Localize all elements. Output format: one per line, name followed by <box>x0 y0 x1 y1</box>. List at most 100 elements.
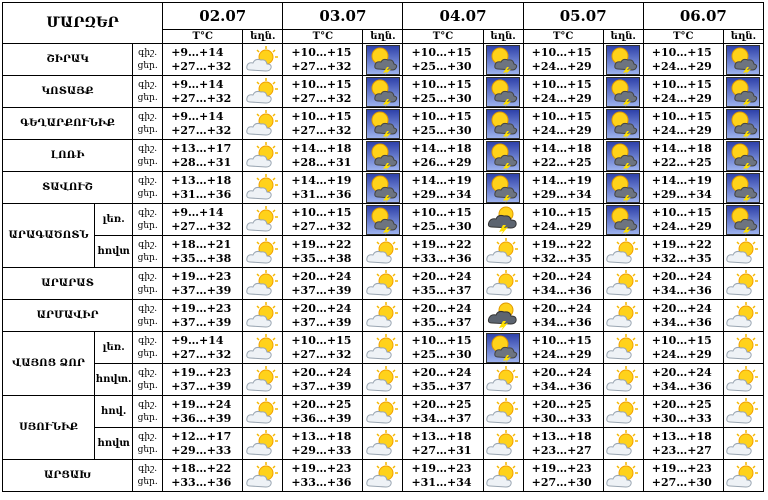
weather-cell <box>722 43 765 76</box>
icon-part <box>614 154 638 167</box>
icon-part <box>726 44 761 75</box>
icon-part <box>272 80 276 85</box>
data-row: ՍՅՈՒՆԻՔ հով. գիշ. ցեր. +19…+24 +36…+39 +20…+25… <box>1 395 765 460</box>
temperature-cell: +18…+22 +33…+36 <box>162 459 244 492</box>
icon-part <box>486 108 521 139</box>
icon-part <box>486 332 521 363</box>
weather-cell <box>722 363 765 396</box>
icon-part <box>736 397 759 410</box>
icon-part <box>616 240 620 245</box>
night-temp: +10…+15 <box>651 205 712 219</box>
period-labels: գիշ. ցեր. <box>132 43 164 76</box>
icon-part <box>392 304 396 309</box>
temperature-cell: +20…+25 +34…+37 <box>402 395 484 428</box>
day-temp: +35…+38 <box>171 251 232 265</box>
temp-header: T°C <box>522 29 604 44</box>
icon-part <box>606 314 632 328</box>
icon-part <box>366 378 392 392</box>
day-temp: +25…+30 <box>411 59 472 73</box>
icon-part <box>246 90 272 104</box>
zone-name: հովտ. <box>94 363 134 396</box>
icon-part <box>726 461 759 488</box>
icon-part <box>503 194 512 203</box>
icon-part <box>494 58 518 71</box>
temperature-cell: +14…+19 +29…+34 <box>642 171 724 204</box>
icon-part <box>632 304 636 309</box>
icon-part <box>736 400 740 405</box>
icon-part <box>366 301 398 328</box>
icon-part <box>496 365 519 378</box>
icon-part <box>376 464 380 469</box>
night-temp: +10…+15 <box>531 205 592 219</box>
day-temp: +24…+29 <box>531 59 592 73</box>
icon-part <box>382 194 391 203</box>
icon-part <box>246 58 272 72</box>
icon-part <box>606 282 632 296</box>
day-label: ցեր. <box>137 124 158 135</box>
temperature-cell: +12…+17 +29…+33 <box>162 427 244 460</box>
weather-header: եղն. <box>602 29 644 44</box>
weather-cell <box>482 427 524 460</box>
region-name: ՏԱՎՈՒՇ <box>1 171 134 204</box>
icon-part <box>366 314 392 328</box>
temperature-cell: +18…+21 +35…+38 <box>162 235 244 268</box>
icon-part <box>496 464 500 469</box>
temperature-cell: +13…+18 +27…+31 <box>402 427 484 460</box>
temperature-cell: +20…+24 +37…+39 <box>282 267 364 300</box>
icon-part <box>726 269 759 296</box>
day-temp: +31…+36 <box>171 187 232 201</box>
night-label: գիշ. <box>138 47 158 58</box>
night-label: գիշ. <box>138 367 158 378</box>
weather-cell <box>602 363 644 396</box>
icon-part <box>246 122 272 136</box>
icon-part <box>486 269 519 296</box>
night-temp: +9…+14 <box>171 77 224 91</box>
icon-part <box>623 194 632 203</box>
icon-part <box>623 130 632 139</box>
day-temp: +27…+32 <box>171 347 232 361</box>
icon-part <box>743 162 752 171</box>
night-temp: +20…+25 <box>531 397 592 411</box>
icon-part <box>496 269 519 282</box>
day-label: ցեր. <box>137 252 158 263</box>
icon-part <box>256 240 260 245</box>
icon-part <box>512 368 516 373</box>
temperature-cell: +14…+19 +29…+34 <box>402 171 484 204</box>
temperature-cell: +9…+14 +27…+32 <box>162 43 244 76</box>
weather-cell <box>602 395 644 428</box>
period-labels: գիշ. ցեր. <box>132 139 164 172</box>
day-temp: +28…+31 <box>291 155 352 169</box>
icon-part <box>616 368 620 373</box>
icon-part <box>374 58 398 71</box>
temperature-cell: +13…+17 +28…+31 <box>162 139 244 172</box>
night-temp: +19…+22 <box>651 237 712 251</box>
data-row: ԱՐԱԳԱԾՈՏՆ լեռ. գիշ. ցեր. +9…+14 +27…+32 +10…+1… <box>1 203 765 268</box>
day-temp: +37…+39 <box>171 283 232 297</box>
day-temp: +30…+33 <box>531 411 592 425</box>
icon-part <box>366 282 392 296</box>
weather-cell <box>722 459 765 492</box>
icon-part <box>632 368 636 373</box>
temperature-cell: +20…+24 +34…+36 <box>522 363 604 396</box>
region-name: ԿՈՏԱՅՔ <box>1 75 134 108</box>
day-temp: +33…+36 <box>171 475 232 489</box>
zone-name: հովտ <box>94 235 134 268</box>
header-row: ՄԱՐԶԵՐ 02.07 03.07 04.07 05.07 06.07 <box>1 2 765 44</box>
icon-part <box>512 400 516 405</box>
icon-part <box>736 304 740 309</box>
day-label: ցեր. <box>137 220 158 231</box>
temperature-cell: +14…+19 +29…+34 <box>522 171 604 204</box>
day-label: ցեր. <box>137 348 158 359</box>
period-labels: գիշ. ցեր. <box>132 75 164 108</box>
night-temp: +19…+23 <box>291 461 352 475</box>
temperature-cell: +9…+14 +27…+32 <box>162 331 244 364</box>
period-labels: գիշ. ցեր. <box>132 427 164 460</box>
night-temp: +20…+24 <box>411 301 472 315</box>
temperature-cell: +13…+18 +23…+27 <box>522 427 604 460</box>
day-temp: +27…+32 <box>171 59 232 73</box>
icon-part <box>246 237 278 264</box>
icon-part <box>616 336 620 341</box>
night-temp: +19…+23 <box>411 461 472 475</box>
night-temp: +20…+24 <box>291 301 352 315</box>
weather-cell <box>482 139 524 172</box>
